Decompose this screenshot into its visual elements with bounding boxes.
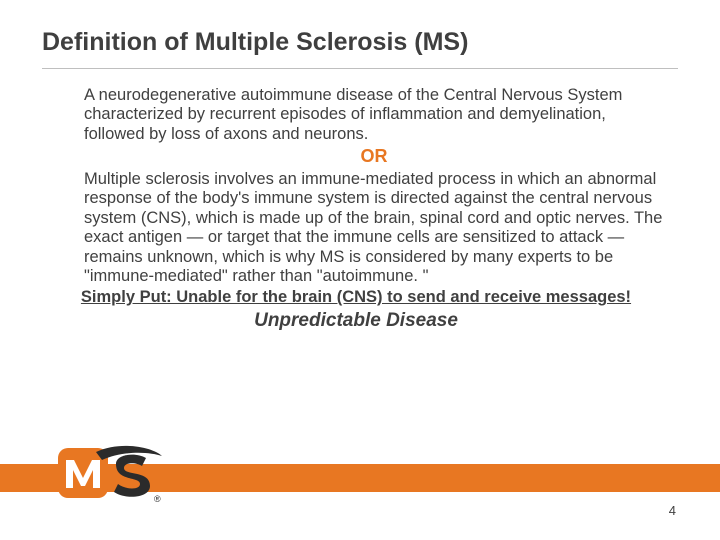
svg-text:®: ®: [154, 494, 161, 504]
definition-paragraph-2: Multiple sclerosis involves an immune-me…: [84, 170, 664, 287]
slide-body: A neurodegenerative autoimmune disease o…: [84, 86, 664, 332]
page-number: 4: [669, 503, 676, 518]
slide-title: Definition of Multiple Sclerosis (MS): [42, 28, 468, 57]
definition-paragraph-1: A neurodegenerative autoimmune disease o…: [84, 86, 664, 144]
or-separator: OR: [84, 146, 664, 167]
simply-put-line: Simply Put: Unable for the brain (CNS) t…: [48, 288, 664, 307]
unpredictable-line: Unpredictable Disease: [48, 310, 664, 332]
ms-logo-icon: ®: [58, 442, 168, 504]
slide: Definition of Multiple Sclerosis (MS) A …: [0, 0, 720, 540]
title-underline: [42, 68, 678, 69]
